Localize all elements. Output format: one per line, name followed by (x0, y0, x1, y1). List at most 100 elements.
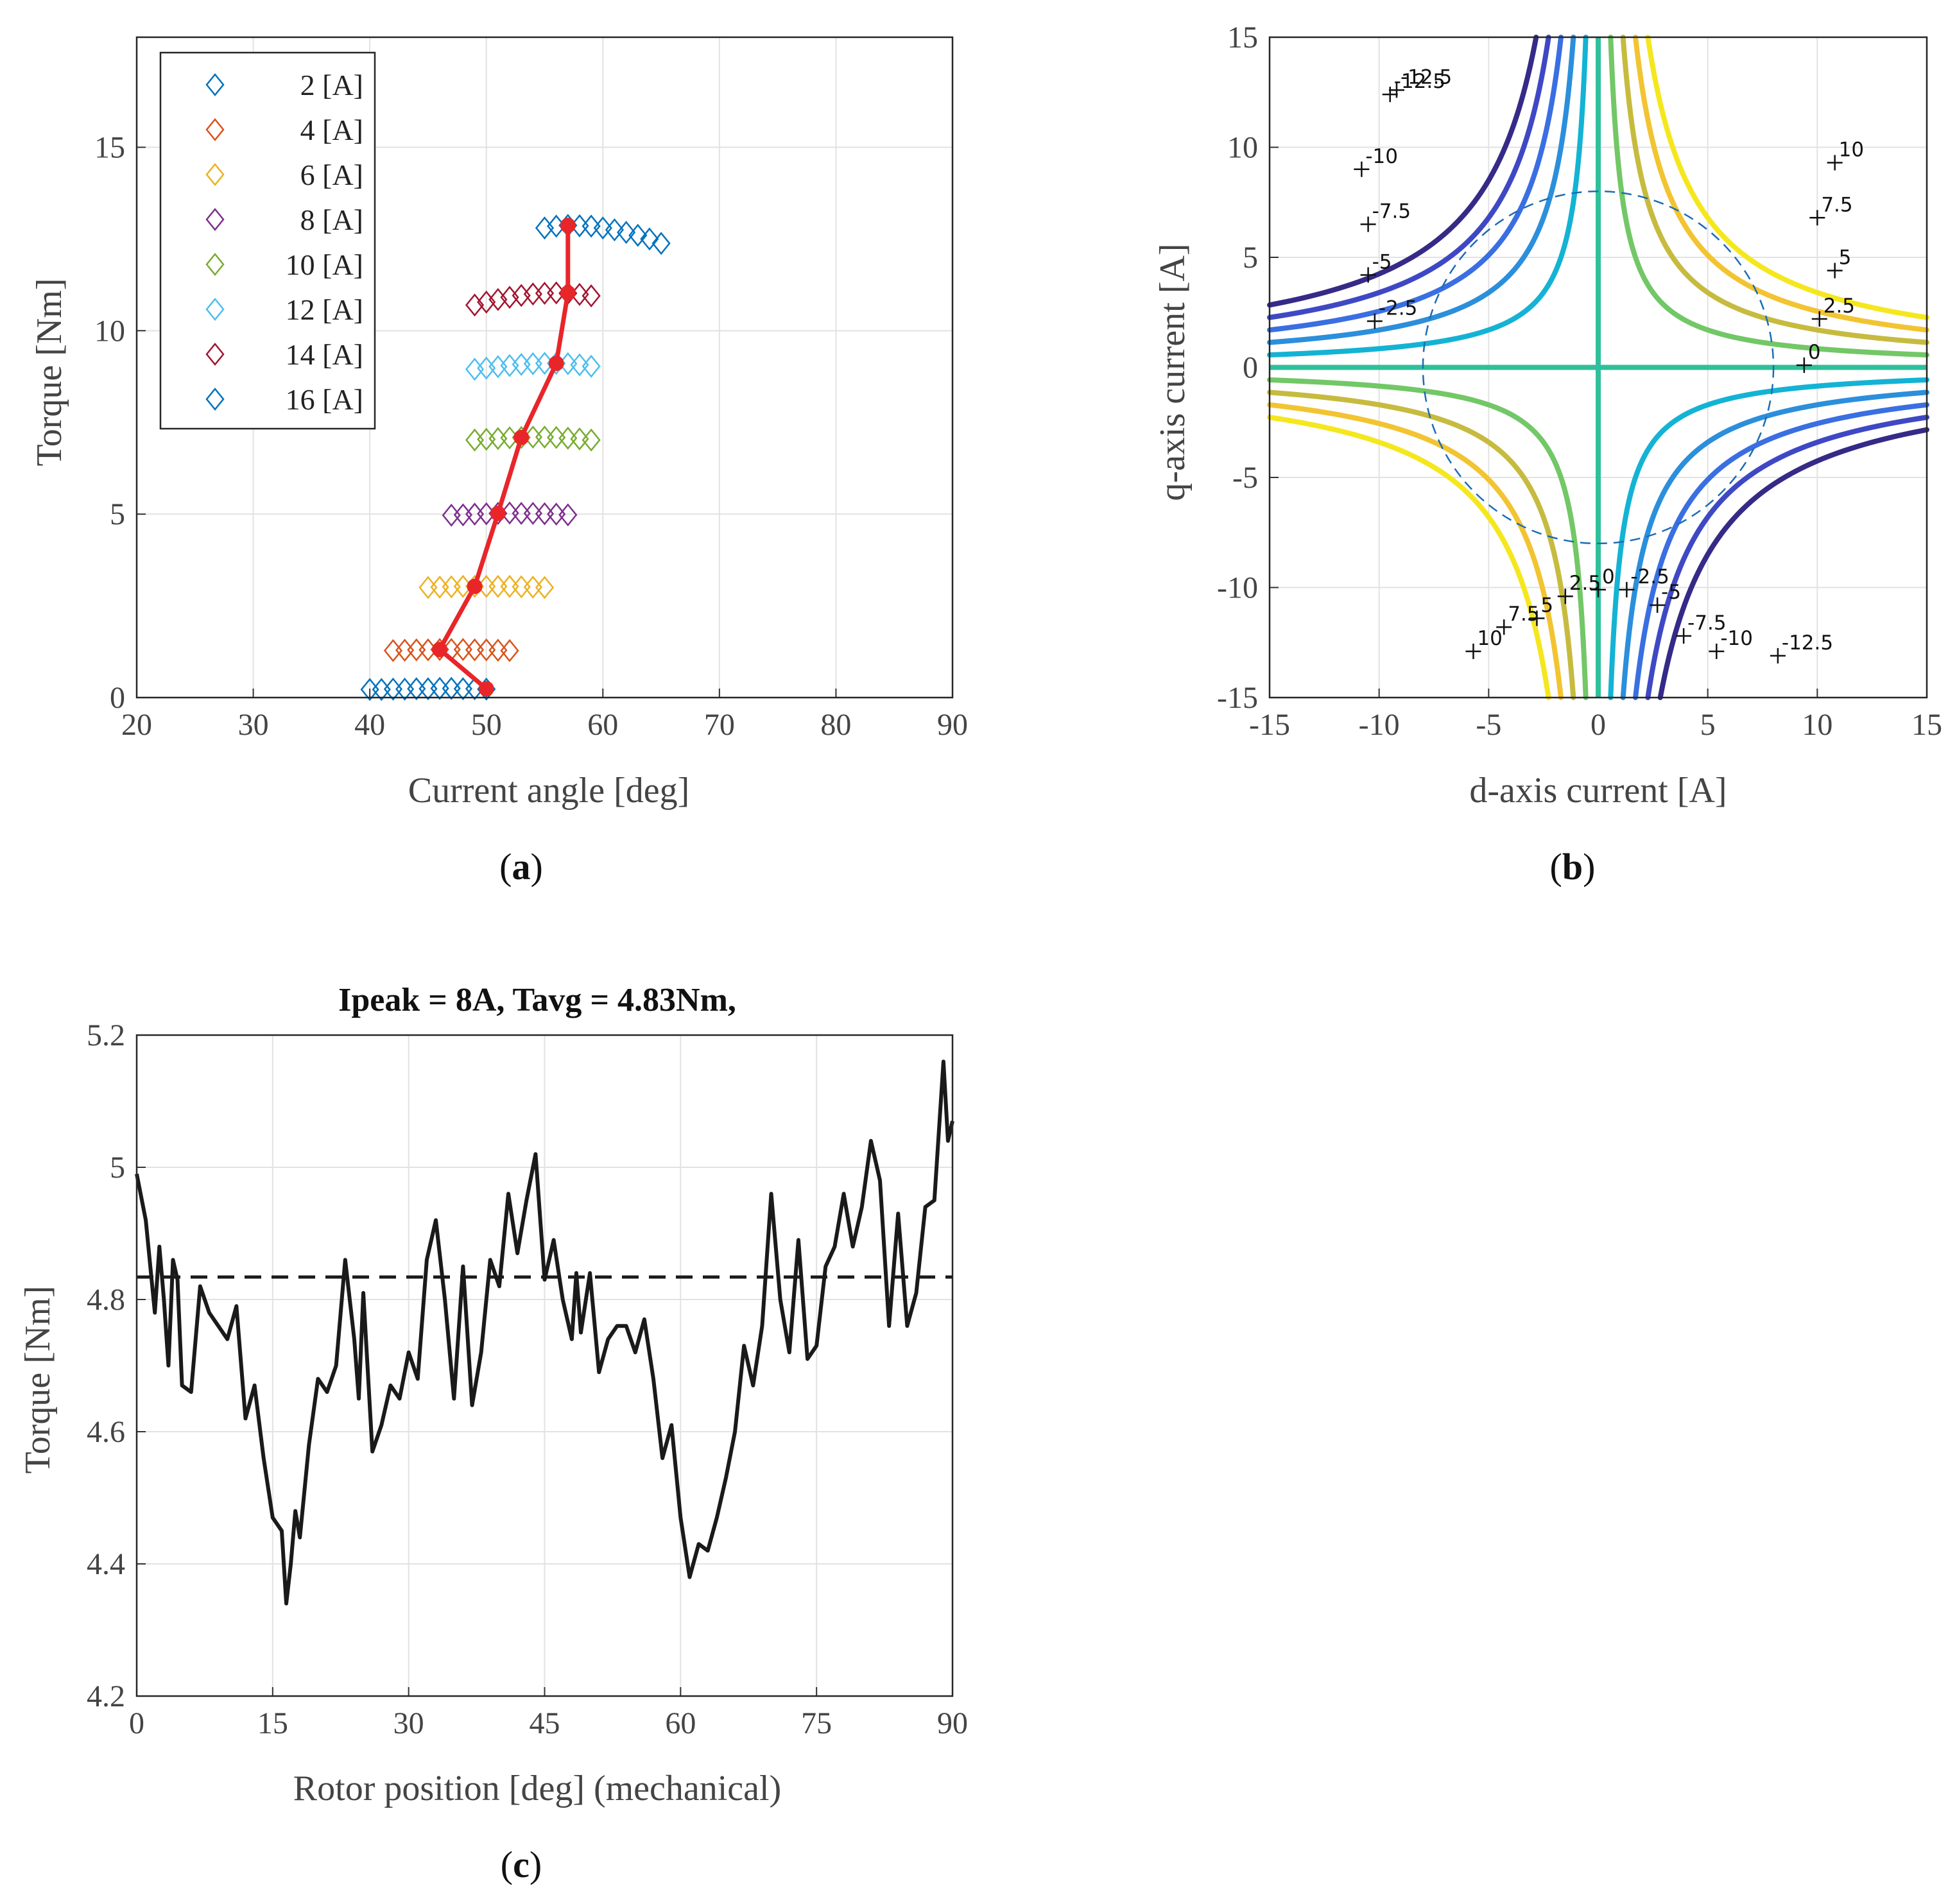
panel-b-contour-label: 0 (1808, 341, 1821, 364)
panel-b-ytick-label: 10 (1227, 131, 1258, 165)
panel-b-xlabel: d-axis current [A] (1469, 771, 1727, 810)
panel-a-point (640, 227, 659, 251)
panel-a-legend-marker (205, 163, 225, 186)
panel-a-point (500, 639, 519, 662)
panel-a-ylabel: Torque [Nm] (30, 278, 69, 466)
panel-b-current-limit-circle (1422, 190, 1775, 545)
panel-a-legend-marker (205, 388, 225, 411)
panel-a-point (593, 216, 612, 240)
panel-b-contour-label-marker (1619, 581, 1635, 597)
panel-c-xlabel: Rotor position [deg] (mechanical) (293, 1769, 781, 1808)
panel-b-contour-label: -12.5 (1782, 631, 1833, 655)
panel-b-contour-negative (1657, 427, 1929, 700)
panel-a-legend-label: 14 [A] (286, 338, 363, 371)
panel-a-point (651, 232, 671, 255)
panel-a-mtpa-point (467, 578, 483, 594)
panel-b-ytick-label: 0 (1243, 351, 1258, 385)
panel-c-ytick-label: 4.2 (87, 1679, 125, 1713)
panel-c-xtick-label: 30 (393, 1706, 424, 1740)
panel-b-contour-label-marker (1360, 216, 1376, 232)
panel-a-torque-vs-current-angle: 20 30 40 50 60 70 80 90 0 5 10 15 2 [A] 4 [A] 6 [A] 8 [… (94, 36, 968, 742)
panel-b-contour-negative (1633, 402, 1929, 700)
panel-b-contour-label-marker (1354, 161, 1370, 177)
panel-b-contour-label: -5 (1661, 581, 1681, 604)
panel-b-ytick-label: -15 (1217, 681, 1258, 715)
panel-a-xlabel: Current angle [deg] (408, 771, 689, 810)
panel-a-point (558, 426, 578, 450)
panel-a-legend (159, 51, 376, 430)
panel-a-point (465, 293, 485, 317)
panel-b-contour-label-marker (1650, 597, 1666, 613)
panel-b-contour-positive (1267, 402, 1564, 700)
panel-b-contour-label: 10 (1477, 627, 1502, 650)
panel-b-contour-label-marker (1827, 262, 1843, 279)
panel-c-ytick-label: 4.6 (87, 1415, 125, 1449)
panel-b-contour-label: -10 (1720, 627, 1753, 650)
panel-a-mtpa-point (490, 506, 506, 522)
panel-b-contour-label-marker (1809, 210, 1825, 226)
panel-b-xtick-label: 10 (1802, 708, 1832, 742)
panel-b-caption: (b) (1550, 846, 1596, 888)
panel-b-contour-label: -7.5 (1687, 612, 1727, 635)
panel-b-contour-label-marker (1709, 643, 1725, 659)
panel-c-xtick-label: 60 (665, 1706, 696, 1740)
panel-a-point (570, 353, 589, 377)
panel-a-point (616, 221, 636, 244)
panel-a-point (582, 214, 601, 238)
panel-b-xtick-label: 15 (1911, 708, 1942, 742)
panel-b-contour-label-marker (1360, 267, 1376, 283)
panel-b-contour-label: -2.5 (1379, 296, 1418, 320)
panel-b-contour-label-marker (1676, 628, 1692, 644)
panel-b-contour-label: -5 (1372, 250, 1392, 273)
panel-a-ytick-label: 0 (110, 681, 125, 715)
panel-a-mtpa-point (548, 356, 564, 372)
panel-a-point (547, 502, 566, 526)
panel-a-xtick-label: 40 (354, 708, 385, 742)
panel-a-point (570, 427, 589, 450)
panel-b-contour-label: -10 (1365, 145, 1398, 168)
panel-b-contour-label: 7.5 (1508, 603, 1539, 626)
panel-a-point (488, 287, 508, 311)
panel-c-ytick-label: 4.8 (87, 1283, 125, 1317)
panel-c-axes-frame (135, 1034, 954, 1697)
panel-a-point (628, 223, 648, 247)
panel-a-legend-marker (205, 343, 225, 366)
panel-b-xtick-label: 0 (1591, 708, 1606, 742)
panel-c-ylabel: Torque [Nm] (18, 1285, 58, 1473)
panel-b-ytick-label: -10 (1217, 571, 1258, 605)
panel-a-mtpa-point (432, 642, 448, 658)
panel-b-contour-label: 5 (1540, 594, 1553, 617)
panel-b-contour-label-marker (1827, 155, 1843, 171)
panel-b-contour-label-marker (1591, 581, 1606, 597)
panel-a-point (477, 290, 496, 314)
panel-b-axes-frame (1268, 36, 1928, 699)
panel-a-caption: (a) (499, 846, 543, 888)
panel-a-point (547, 425, 566, 449)
panel-c-xtick-label: 15 (257, 1706, 288, 1740)
panel-b-contour-positive (1620, 35, 1929, 345)
panel-b-contour-positive (1645, 35, 1929, 320)
panel-a-ytick-label: 5 (110, 497, 125, 531)
panel-b-xtick-label: -15 (1249, 708, 1290, 742)
panel-b-contour-label: 2.5 (1823, 295, 1855, 318)
panel-c-xtick-label: 75 (801, 1706, 832, 1740)
panel-b-xtick-label: -10 (1359, 708, 1400, 742)
panel-b-contour-negative (1645, 415, 1929, 700)
panel-b-contour-positive (1267, 390, 1576, 700)
panel-c-xtick-label: 90 (937, 1706, 968, 1740)
panel-a-xtick-label: 90 (937, 708, 968, 742)
panel-a-point (558, 503, 578, 527)
panel-b-contour-positive (1267, 377, 1589, 700)
panel-a-mtpa-point (560, 218, 576, 234)
panel-a-axes-frame (135, 36, 954, 699)
panel-b-contour-label: -12.5 (1401, 65, 1452, 89)
panel-b-contour-negative (1620, 390, 1929, 700)
panel-b-contour-positive (1608, 35, 1929, 358)
panel-c-ytick-label: 4.4 (87, 1547, 125, 1581)
panel-a-legend-label: 2 [A] (300, 69, 363, 101)
panel-a-mtpa-point (560, 285, 576, 301)
panel-b-contour-label: 7.5 (1821, 193, 1852, 216)
panel-b-ytick-label: 5 (1243, 241, 1258, 275)
panel-b-ytick-label: 15 (1227, 21, 1258, 55)
panel-b-contour-label: -7.5 (1372, 200, 1411, 223)
